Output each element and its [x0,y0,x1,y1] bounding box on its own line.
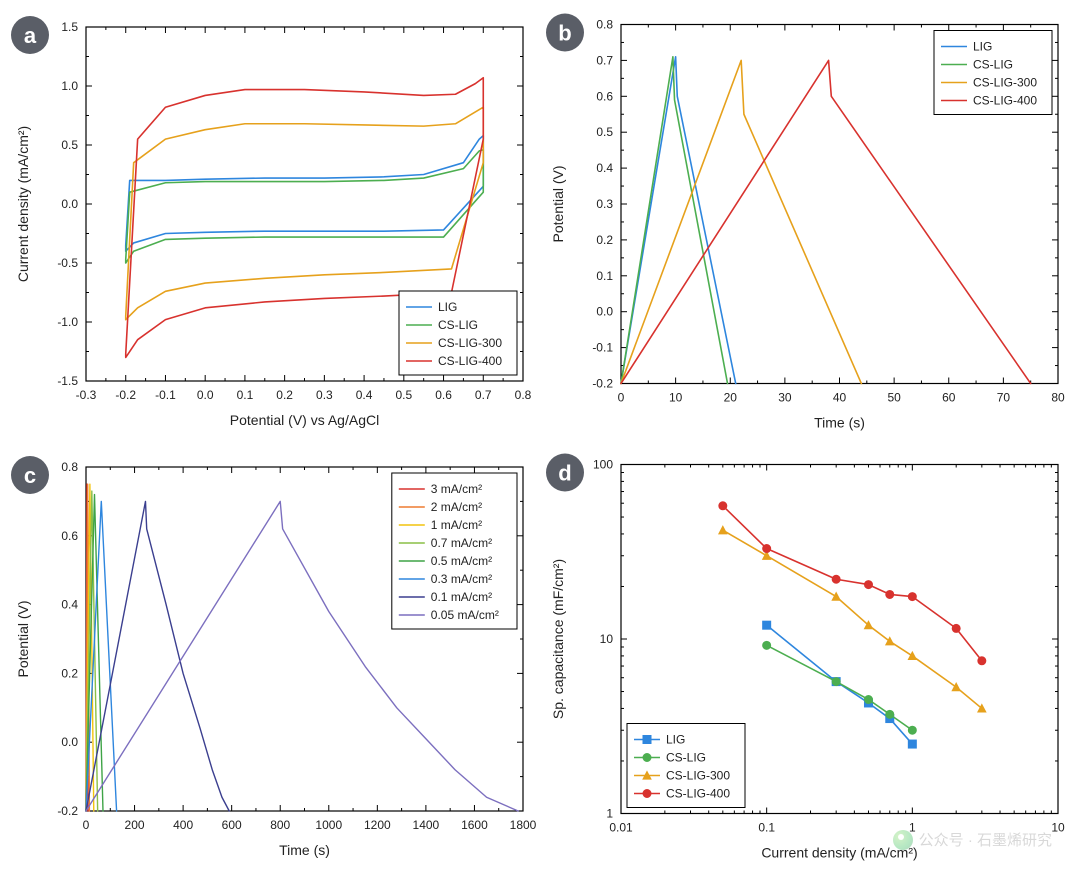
svg-text:Current density (mA/cm²): Current density (mA/cm²) [761,845,917,861]
svg-text:0.4: 0.4 [356,388,373,402]
svg-text:1600: 1600 [461,818,488,832]
svg-text:1: 1 [606,807,613,821]
svg-text:0: 0 [618,391,625,405]
figure-grid: -0.3 -0.2 -0.1 0.0 0.1 0.2 0.3 0.4 0.5 0.6 0.7 0.8 -… [8,8,1072,862]
svg-text:0.4: 0.4 [596,161,613,175]
svg-text:CS-LIG: CS-LIG [438,318,478,332]
svg-text:800: 800 [270,818,290,832]
svg-text:-0.2: -0.2 [592,377,613,391]
svg-text:0.4: 0.4 [61,598,78,612]
svg-text:d: d [558,461,571,486]
svg-text:0.5: 0.5 [395,388,412,402]
svg-text:3 mA/cm²: 3 mA/cm² [431,482,482,496]
svg-text:0.1 mA/cm²: 0.1 mA/cm² [431,590,492,604]
svg-text:1800: 1800 [510,818,537,832]
svg-text:1400: 1400 [413,818,440,832]
svg-text:0.1: 0.1 [758,821,775,835]
panel-a: -0.3 -0.2 -0.1 0.0 0.1 0.2 0.3 0.4 0.5 0.6 0.7 0.8 -… [8,8,537,442]
svg-text:0.8: 0.8 [61,460,78,474]
svg-text:10: 10 [600,632,614,646]
svg-text:30: 30 [778,391,792,405]
svg-text:LIG: LIG [666,733,685,747]
svg-text:-0.5: -0.5 [57,256,78,270]
svg-text:LIG: LIG [438,300,457,314]
svg-text:Current density (mA/cm²): Current density (mA/cm²) [15,126,31,282]
svg-text:0.7: 0.7 [596,53,613,67]
svg-text:1200: 1200 [364,818,391,832]
svg-text:CS-LIG: CS-LIG [973,58,1013,72]
svg-text:0.7: 0.7 [475,388,492,402]
svg-text:100: 100 [593,458,613,472]
svg-text:600: 600 [222,818,242,832]
svg-text:200: 200 [125,818,145,832]
svg-text:CS-LIG-300: CS-LIG-300 [666,769,730,783]
svg-text:CS-LIG-400: CS-LIG-400 [666,787,730,801]
svg-text:0.5 mA/cm²: 0.5 mA/cm² [431,554,492,568]
svg-text:-1.5: -1.5 [57,374,78,388]
svg-text:0.2: 0.2 [276,388,293,402]
svg-text:0.0: 0.0 [61,197,78,211]
svg-text:0.6: 0.6 [61,529,78,543]
svg-text:80: 80 [1051,391,1065,405]
svg-text:0.1: 0.1 [237,388,254,402]
svg-text:1: 1 [909,821,916,835]
svg-text:c: c [24,463,36,488]
svg-text:0.5: 0.5 [61,138,78,152]
svg-text:0.7 mA/cm²: 0.7 mA/cm² [431,536,492,550]
svg-text:0.2: 0.2 [61,666,78,680]
svg-text:0.1: 0.1 [596,269,613,283]
svg-text:0.5: 0.5 [596,125,613,139]
svg-text:Potential (V) vs Ag/AgCl: Potential (V) vs Ag/AgCl [230,412,379,428]
svg-text:CS-LIG-400: CS-LIG-400 [973,94,1037,108]
svg-text:LIG: LIG [973,40,992,54]
svg-text:CS-LIG-300: CS-LIG-300 [438,336,502,350]
svg-text:0.2: 0.2 [596,233,613,247]
svg-text:0: 0 [83,818,90,832]
svg-text:40: 40 [833,391,847,405]
svg-text:CS-LIG-400: CS-LIG-400 [438,354,502,368]
svg-text:a: a [24,23,37,48]
svg-text:2 mA/cm²: 2 mA/cm² [431,500,482,514]
svg-text:Potential (V): Potential (V) [550,165,566,242]
svg-text:Time (s): Time (s) [279,842,330,858]
svg-text:-0.1: -0.1 [155,388,176,402]
svg-text:60: 60 [942,391,956,405]
panel-c: 0 200 400 600 800 1000 1200 1400 1600 1800 -0.2 0.0… [8,448,537,872]
svg-text:0.0: 0.0 [61,735,78,749]
svg-text:1.5: 1.5 [61,20,78,34]
svg-text:b: b [558,21,571,46]
svg-text:-0.2: -0.2 [57,804,78,818]
svg-text:CS-LIG: CS-LIG [666,751,706,765]
svg-text:10: 10 [1051,821,1065,835]
svg-text:0.01: 0.01 [609,821,633,835]
svg-text:0.8: 0.8 [596,18,613,32]
svg-text:0.6: 0.6 [435,388,452,402]
svg-text:0.3: 0.3 [316,388,333,402]
svg-text:50: 50 [887,391,901,405]
panel-b: 0 10 20 30 40 50 60 70 80 -0.2 -0.1 0.0 0.1 0.2 0.3 0.4… [543,8,1072,442]
svg-text:10: 10 [669,391,683,405]
svg-text:Time (s): Time (s) [814,415,865,431]
svg-text:CS-LIG-300: CS-LIG-300 [973,76,1037,90]
svg-text:1000: 1000 [315,818,342,832]
svg-text:0.3: 0.3 [596,197,613,211]
svg-text:70: 70 [997,391,1011,405]
svg-text:1.0: 1.0 [61,79,78,93]
svg-text:400: 400 [173,818,193,832]
svg-text:Potential (V): Potential (V) [15,600,31,677]
svg-text:Sp. capacitance (mF/cm²): Sp. capacitance (mF/cm²) [550,559,566,719]
svg-text:0.6: 0.6 [596,89,613,103]
svg-text:-1.0: -1.0 [57,315,78,329]
svg-text:0.3 mA/cm²: 0.3 mA/cm² [431,572,492,586]
svg-text:-0.3: -0.3 [76,388,97,402]
svg-text:0.0: 0.0 [596,305,613,319]
svg-text:20: 20 [724,391,738,405]
svg-text:-0.1: -0.1 [592,341,613,355]
svg-text:0.8: 0.8 [515,388,532,402]
panel-d: 0.01 0.1 1 10 1 10 100 Current density (mA/cm²)… [543,448,1072,872]
svg-text:0.0: 0.0 [197,388,214,402]
svg-text:1 mA/cm²: 1 mA/cm² [431,518,482,532]
svg-text:-0.2: -0.2 [115,388,136,402]
svg-text:0.05 mA/cm²: 0.05 mA/cm² [431,608,499,622]
